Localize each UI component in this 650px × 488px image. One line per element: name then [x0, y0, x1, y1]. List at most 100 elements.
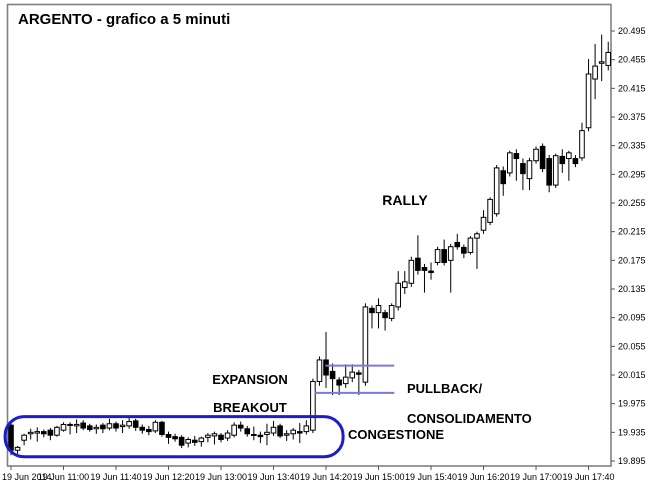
candle-body-up [310, 380, 316, 431]
x-tick-label: 19 Jun 13:00 [195, 472, 247, 482]
candle-body-up [579, 130, 585, 159]
expansion-line2: BREAKOUT [213, 400, 287, 415]
candle-body-up [401, 281, 408, 289]
y-tick-label: 20.015 [618, 370, 646, 380]
candle-body-down [237, 424, 244, 429]
candle-body-down [86, 425, 93, 430]
expansion-line1: EXPANSION [212, 372, 288, 387]
candle-body-up [474, 233, 480, 239]
candle-body-down [539, 145, 546, 170]
candle-body-up [605, 52, 612, 66]
candle-body-down [257, 434, 264, 438]
candle-body-up [480, 216, 487, 231]
candle-body-up [198, 437, 205, 443]
y-tick-label: 20.095 [618, 313, 646, 323]
x-tick-label: 19 Jun 15:00 [353, 472, 405, 482]
candle-body-up [434, 249, 441, 263]
x-tick-label: 19 Jun 11:00 [38, 472, 89, 482]
candle-body-up [93, 426, 100, 430]
candle-body-down [520, 163, 526, 175]
candle-body-up [395, 282, 402, 308]
candle-body-down [461, 246, 467, 254]
candle-body-down [559, 155, 566, 165]
y-tick-label: 20.375 [618, 112, 646, 122]
candle-body-down [251, 433, 257, 436]
candle-body-up [73, 423, 80, 427]
candle-body-down [336, 379, 342, 386]
candle-body-down [454, 241, 461, 248]
candle-body-up [342, 376, 349, 385]
y-tick-label: 20.175 [618, 255, 646, 265]
candles [8, 34, 612, 456]
pullback-consolidation-annotation: PULLBACK/ CONSOLIDAMENTO [407, 366, 532, 426]
candle-body-down [382, 312, 388, 319]
plot-frame [6, 3, 612, 467]
y-tick-label: 20.215 [618, 227, 646, 237]
candle-body-down [277, 425, 283, 437]
candle-body-up [27, 431, 34, 435]
x-tick-label: 19 Jun 17:40 [563, 472, 615, 482]
candle-body-down [415, 257, 421, 271]
candle-body-up [303, 425, 310, 433]
x-tick-label: 19 Jun 2014 [2, 472, 52, 482]
candle-body-down [113, 423, 119, 429]
candle-body-up [119, 424, 126, 428]
candle-body-up [467, 237, 474, 253]
candle-body-up [224, 432, 231, 439]
candle-body-up [493, 167, 500, 215]
candle-body-down [80, 422, 86, 429]
candle-body-up [408, 259, 415, 284]
candle-body-down [441, 249, 447, 263]
y-tick-label: 20.255 [618, 198, 646, 208]
x-tick-label: 19 Jun 12:20 [142, 472, 194, 482]
candle-body-down [369, 307, 375, 314]
y-tick-label: 20.495 [618, 26, 646, 36]
candle-body-down [165, 433, 172, 438]
y-axis: 20.495 20.455 20.415 20.375 20.335 20.295 20.2… [611, 26, 646, 466]
candle-body-up [106, 423, 113, 429]
candle-body-up [598, 61, 605, 64]
candle-body-down [146, 428, 152, 433]
candle-body-up [526, 160, 533, 180]
x-tick-label: 19 Jun 14:20 [300, 472, 352, 482]
x-tick-label: 19 Jun 13:40 [247, 472, 299, 482]
y-tick-label: 19.975 [618, 399, 646, 409]
candle-body-down [41, 431, 47, 435]
y-tick-label: 20.415 [618, 83, 646, 93]
candle-body-down [323, 359, 329, 376]
candle-body-up [487, 198, 493, 223]
candle-body-up [60, 423, 67, 431]
candle-body-down [159, 421, 165, 435]
candle-body-down [428, 270, 434, 274]
candle-body-up [264, 431, 270, 435]
candle-body-up [152, 421, 159, 432]
candle-body-up [592, 65, 598, 80]
expansion-breakout-annotation: EXPANSION BREAKOUT [198, 359, 302, 415]
chart-title: ARGENTO - grafico a 5 minuti [18, 11, 231, 28]
candle-body-up [270, 426, 277, 434]
candle-body-up [552, 155, 559, 186]
candle-body-down [191, 439, 198, 443]
congestion-box [3, 415, 345, 459]
candle-body-up [205, 434, 211, 438]
y-tick-label: 20.295 [618, 169, 646, 179]
candle-body-down [500, 170, 507, 185]
candle-body-up [533, 148, 539, 162]
candle-body-up [283, 433, 290, 436]
y-tick-label: 20.335 [618, 141, 646, 151]
y-tick-label: 20.135 [618, 284, 646, 294]
candle-body-up [447, 246, 454, 261]
y-tick-label: 20.055 [618, 341, 646, 351]
candle-body-down [47, 429, 54, 436]
candle-body-down [67, 423, 73, 426]
candle-body-up [34, 431, 41, 434]
candle-body-up [566, 152, 572, 160]
pullback-line2: CONSOLIDAMENTO [407, 411, 532, 426]
y-tick-label: 19.935 [618, 427, 646, 437]
candle-body-up [54, 426, 60, 436]
candle-body-down [356, 372, 362, 375]
candle-body-up [316, 359, 323, 382]
rally-annotation: RALLY [382, 192, 428, 208]
